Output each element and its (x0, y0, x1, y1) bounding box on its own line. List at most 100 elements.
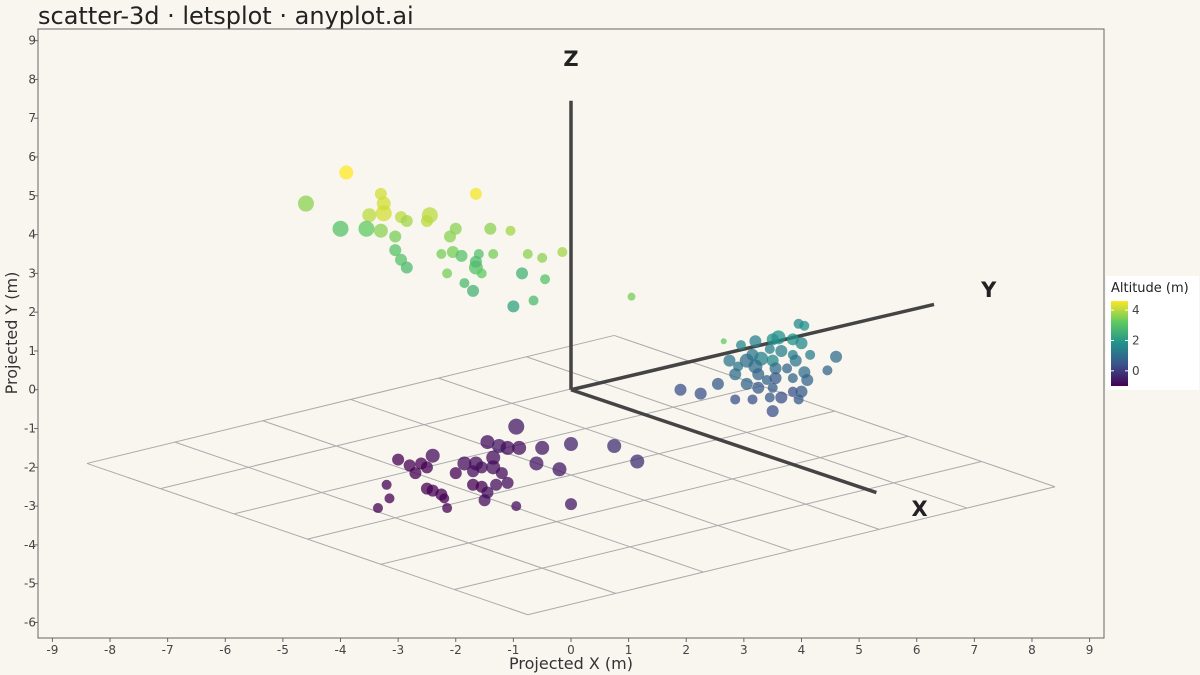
data-point (297, 195, 314, 212)
x-tick-label: -7 (162, 643, 174, 657)
data-point (381, 479, 392, 490)
data-point (522, 248, 533, 259)
data-point (720, 338, 727, 345)
x-tick-label: 0 (567, 643, 575, 657)
data-point (752, 368, 765, 381)
data-point (775, 391, 788, 404)
data-point (552, 462, 567, 477)
data-point (565, 498, 577, 511)
data-point (449, 467, 462, 480)
data-point (782, 363, 793, 374)
data-point (775, 344, 788, 357)
x-axis-ticks: -9 -8 -7 -6 -5 -4 -3 -2 -1 0 1 2 3 4 5 6 7 8 9 (46, 638, 1093, 657)
data-point (442, 503, 453, 514)
y-tick-label: -6 (24, 615, 36, 629)
data-point (771, 330, 786, 345)
legend-tick-label: 2 (1132, 333, 1140, 347)
data-point (389, 230, 402, 243)
y-tick-label: -1 (24, 422, 36, 436)
legend-tick-label: 4 (1132, 303, 1140, 317)
data-point (443, 230, 456, 243)
data-point (467, 284, 480, 297)
data-point (516, 267, 529, 280)
x-tick-label: 2 (682, 643, 690, 657)
data-point (484, 222, 497, 235)
y-axis-3d-label: Y (980, 278, 997, 302)
data-point (793, 394, 804, 405)
y-tick-label: -4 (24, 538, 36, 552)
data-point (764, 392, 775, 403)
data-point (749, 335, 762, 348)
data-point (375, 205, 392, 222)
data-point (801, 374, 814, 387)
data-point (674, 383, 687, 396)
x-tick-label: -4 (335, 643, 347, 657)
y-tick-label: -3 (24, 499, 36, 513)
x-tick-label: 1 (625, 643, 633, 657)
x-tick-label: -5 (277, 643, 289, 657)
y-tick-label: 1 (28, 344, 36, 358)
data-point (795, 337, 808, 350)
data-point (392, 453, 405, 466)
x-tick-label: 8 (1028, 643, 1036, 657)
data-point (761, 375, 772, 386)
legend-colorbar (1111, 301, 1128, 386)
data-point (805, 349, 816, 360)
floor-grid-line (454, 461, 982, 590)
data-point (723, 354, 736, 367)
data-point (476, 268, 487, 279)
data-point (822, 365, 833, 376)
data-point (747, 394, 758, 405)
data-point (442, 268, 453, 279)
y-axis-ticks: -6 -5 -4 -3 -2 -1 0 1 2 3 4 5 6 7 8 9 (24, 34, 38, 629)
floor-grid-line (380, 435, 909, 565)
data-point (436, 248, 447, 259)
data-point (469, 187, 482, 200)
y-tick-label: 4 (28, 228, 36, 242)
data-points (297, 165, 843, 514)
data-point (512, 440, 527, 455)
data-point (766, 405, 779, 418)
y-tick-label: 3 (28, 266, 36, 280)
legend-ticks: 4 2 0 (1111, 303, 1140, 378)
data-point (557, 247, 568, 258)
data-point (457, 456, 472, 471)
data-point (511, 501, 522, 512)
data-point (535, 440, 550, 455)
x-tick-label: -1 (507, 643, 519, 657)
data-point (730, 394, 741, 405)
data-point (420, 215, 433, 228)
data-point (694, 387, 707, 400)
data-point (767, 382, 778, 393)
data-point (799, 320, 810, 331)
data-point (735, 340, 746, 351)
y-tick-label: 2 (28, 305, 36, 319)
data-point (501, 476, 514, 489)
data-point (508, 418, 525, 435)
x-tick-label: 7 (971, 643, 979, 657)
data-point (486, 450, 501, 465)
x-axis-label: Projected X (m) (509, 654, 633, 673)
floor-grid-line (307, 410, 835, 540)
data-point (339, 165, 354, 180)
data-point (789, 354, 802, 367)
data-point (400, 215, 413, 228)
data-point (537, 252, 548, 263)
x-axis-3d-line (570, 388, 877, 495)
data-point (769, 362, 782, 375)
data-point (787, 373, 798, 384)
data-point (332, 220, 349, 237)
data-point (420, 461, 433, 474)
data-point (389, 244, 402, 257)
data-point (627, 292, 636, 301)
x-tick-label: 6 (913, 643, 921, 657)
x-tick-label: 4 (798, 643, 806, 657)
data-point (752, 381, 765, 394)
data-point (425, 448, 440, 463)
y-tick-label: 7 (28, 111, 36, 125)
data-point (478, 494, 491, 507)
data-point (529, 456, 544, 471)
x-tick-label: -6 (219, 643, 231, 657)
data-point (711, 377, 724, 390)
